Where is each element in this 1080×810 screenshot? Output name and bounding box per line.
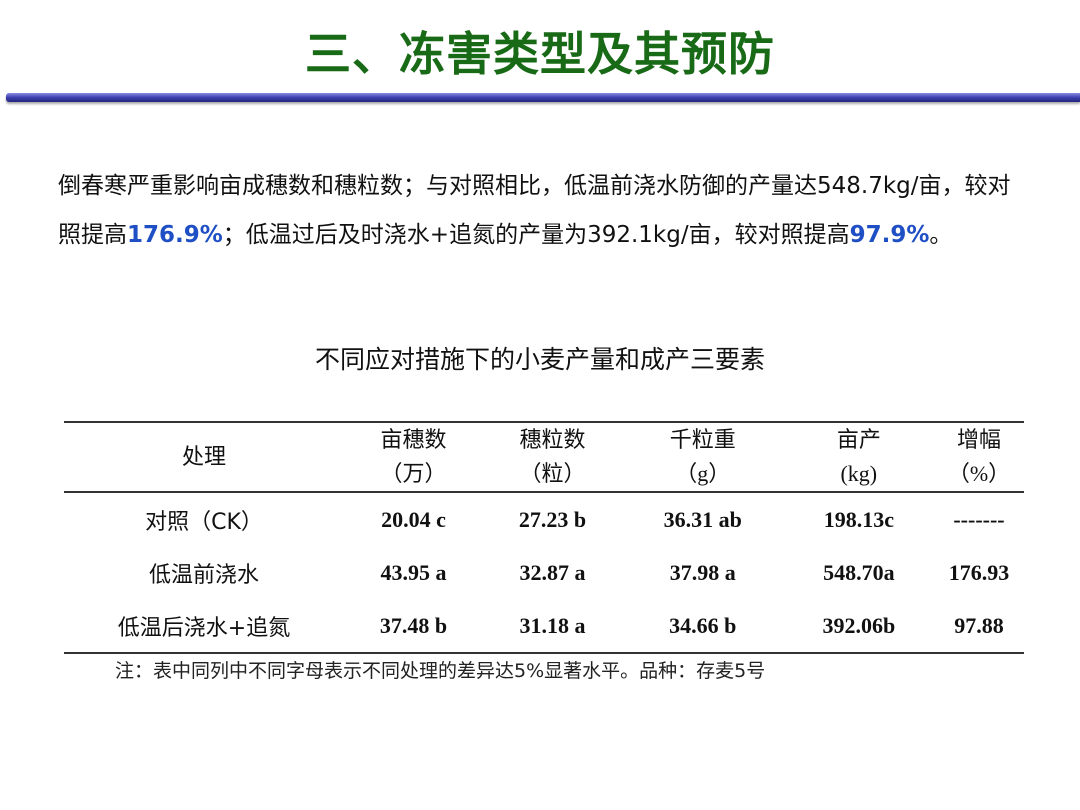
header-cell: 千粒重 （g） — [669, 427, 736, 486]
para-text-2: ；低温过后及时浇水+追氮的产量为392.1kg/亩，较对照提高 — [222, 221, 850, 248]
header-cell: 穗粒数 （粒） — [519, 427, 586, 486]
table-note: 注：表中同列中不同字母表示不同处理的差异达5%显著水平。品种：存麦5号 — [115, 660, 766, 682]
table-row: 低温前浇水 43.95 a 32.87 a 37.98 a 548.70a 176.93 — [148, 559, 1010, 588]
highlight-1: 176.9% — [127, 221, 223, 248]
slide-title: 三、冻害类型及其预防 — [305, 27, 775, 81]
title-divider — [6, 93, 1080, 102]
table-caption: 不同应对措施下的小麦产量和成产三要素 — [314, 345, 765, 374]
yield-table: 处理 亩穗数 （万） 穗粒数 （粒） 千粒重 （g） 亩产 (kg) 增幅 （%） 对照（… — [64, 421, 1024, 654]
highlight-2: 97.9% — [849, 221, 930, 248]
header-cell: 亩穗数 （万） — [380, 427, 447, 486]
para-text-3: 。 — [929, 221, 953, 248]
body-paragraph: 倒春寒严重影响亩成穗数和穗粒数；与对照相比，低温前浇水防御的产量达548.7kg… — [58, 162, 1018, 259]
table-row: 低温后浇水+追氮 37.48 b 31.18 a 34.66 b 392.06b 97.8… — [117, 612, 1004, 641]
header-cell: 处理 — [181, 444, 226, 469]
header-cell: 增幅 （%） — [947, 427, 1011, 486]
header-cell: 亩产 (kg) — [836, 427, 881, 486]
table-header-row: 处理 亩穗数 （万） 穗粒数 （粒） 千粒重 （g） 亩产 (kg) 增幅 （%） — [64, 422, 1024, 492]
para-text-1: 倒春寒严重影响亩成穗数和穗粒数；与对照相比，低温前浇水防御的产量达548.7kg… — [58, 173, 1011, 248]
table-row: 对照（CK） 20.04 c 27.23 b 36.31 ab 198.13c -----… — [145, 506, 1005, 535]
